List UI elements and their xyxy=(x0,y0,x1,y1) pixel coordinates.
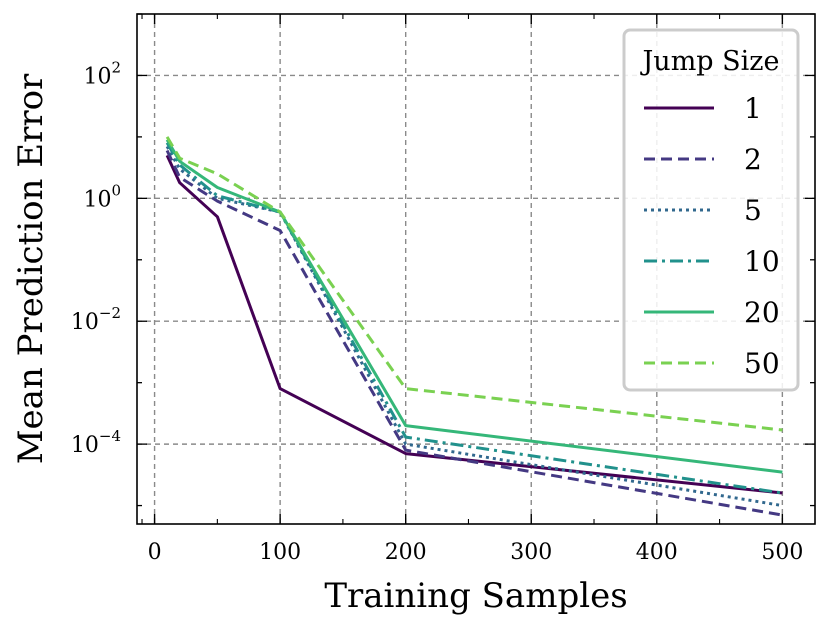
y-tick-label-exponent: −2 xyxy=(99,304,121,322)
axis-ticks xyxy=(137,13,815,524)
legend-label-20: 20 xyxy=(744,296,780,329)
series-lines xyxy=(165,136,783,517)
x-tick-label: 0 xyxy=(148,540,162,565)
y-tick-label: 102 xyxy=(83,58,121,89)
legend-label-1: 1 xyxy=(744,92,762,125)
x-tick-label: 300 xyxy=(510,540,552,565)
legend-box xyxy=(622,28,800,392)
y-tick-label-base: 10 xyxy=(83,187,111,212)
series-line-10 xyxy=(165,142,783,495)
y-tick-label-exponent: −4 xyxy=(99,427,121,445)
plot-frame xyxy=(136,13,816,525)
y-tick-label-base: 10 xyxy=(71,310,99,335)
y-tick-label-exponent: 0 xyxy=(111,181,121,199)
y-tick-label-base: 10 xyxy=(71,433,99,458)
y-axis-title: Mean Prediction Error xyxy=(11,73,51,464)
x-tick-label: 400 xyxy=(636,540,678,565)
y-tick-label: 100 xyxy=(83,181,121,212)
series-line-2 xyxy=(165,149,783,517)
x-tick-label: 100 xyxy=(259,540,301,565)
legend-label-50: 50 xyxy=(744,347,780,380)
series-line-50 xyxy=(165,136,783,432)
x-axis-title: Training Samples xyxy=(324,576,627,616)
legend: Jump Size 1 2 5 10 20 50 xyxy=(622,28,800,392)
y-tick-label: 10−2 xyxy=(71,304,121,335)
legend-label-10: 10 xyxy=(744,245,780,278)
legend-label-2: 2 xyxy=(744,143,762,176)
y-tick-label-exponent: 2 xyxy=(111,58,121,76)
series-line-20 xyxy=(165,138,783,474)
legend-title: Jump Size xyxy=(639,46,779,77)
y-tick-label: 10−4 xyxy=(71,427,121,458)
legend-items: 1 2 5 10 20 50 xyxy=(644,92,780,380)
x-tick-label: 500 xyxy=(761,540,803,565)
x-tick-label: 200 xyxy=(385,540,427,565)
legend-label-5: 5 xyxy=(744,194,762,227)
y-tick-label-base: 10 xyxy=(83,64,111,89)
